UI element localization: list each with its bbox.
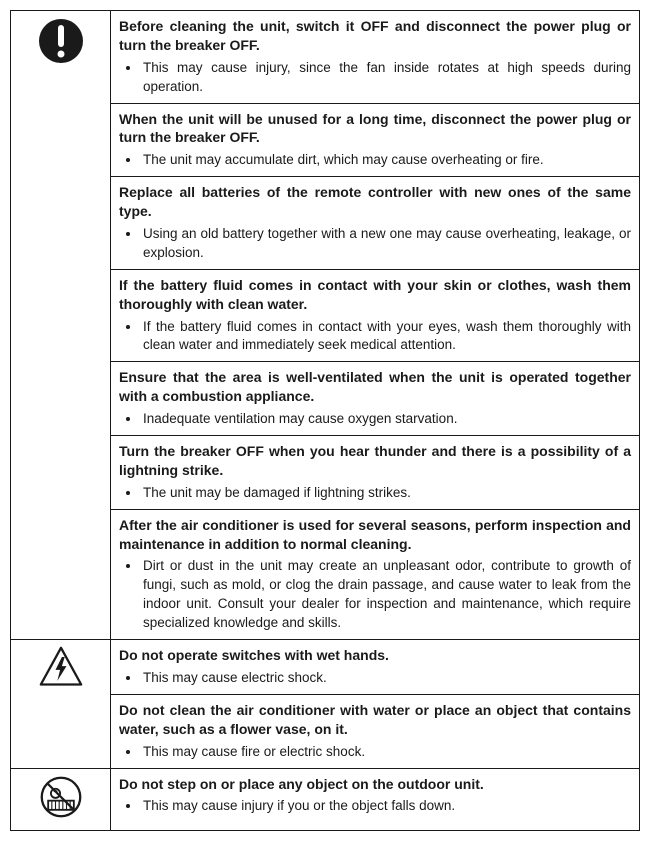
table-row: Before cleaning the unit, switch it OFF … [11,11,640,104]
warning-notes: Inadequate ventilation may cause oxygen … [119,410,631,429]
warning-note: The unit may be damaged if lightning str… [141,484,631,503]
warning-notes: If the battery fluid comes in contact wi… [119,318,631,356]
warning-heading: Before cleaning the unit, switch it OFF … [119,17,631,55]
warning-notes: Dirt or dust in the unit may create an u… [119,557,631,633]
electric-shock-icon [39,646,83,690]
warning-heading: Ensure that the area is well-ventilated … [119,368,631,406]
warning-note: This may cause injury, since the fan ins… [141,59,631,97]
warning-notes: Using an old battery together with a new… [119,225,631,263]
warning-cell: After the air conditioner is used for se… [111,509,640,639]
warning-notes: This may cause injury if you or the obje… [119,797,631,816]
warning-note: Inadequate ventilation may cause oxygen … [141,410,631,429]
exclamation-icon [37,17,85,65]
warning-notes: This may cause injury, since the fan ins… [119,59,631,97]
warning-heading: If the battery fluid comes in contact wi… [119,276,631,314]
table-row: Do not operate switches with wet hands. … [11,640,640,695]
no-step-icon [39,775,83,819]
warning-cell: If the battery fluid comes in contact wi… [111,269,640,362]
warning-heading: When the unit will be unused for a long … [119,110,631,148]
warning-cell: Do not step on or place any object on th… [111,768,640,830]
warning-heading: Do not operate switches with wet hands. [119,646,631,665]
warning-cell: Ensure that the area is well-ventilated … [111,362,640,436]
warning-heading: After the air conditioner is used for se… [119,516,631,554]
warning-note: The unit may accumulate dirt, which may … [141,151,631,170]
icon-cell-caution [11,11,111,640]
icon-cell-electric [11,640,111,768]
warning-cell: Do not operate switches with wet hands. … [111,640,640,695]
warning-notes: The unit may be damaged if lightning str… [119,484,631,503]
warning-note: Dirt or dust in the unit may create an u… [141,557,631,633]
warning-cell: Do not clean the air conditioner with wa… [111,694,640,768]
warning-heading: Replace all batteries of the remote cont… [119,183,631,221]
icon-cell-no-step [11,768,111,830]
safety-warnings-table: Before cleaning the unit, switch it OFF … [10,10,640,831]
warning-note: Using an old battery together with a new… [141,225,631,263]
warning-heading: Do not step on or place any object on th… [119,775,631,794]
warning-cell: Turn the breaker OFF when you hear thund… [111,436,640,510]
warning-notes: This may cause fire or electric shock. [119,743,631,762]
warning-cell: Replace all batteries of the remote cont… [111,177,640,270]
warning-notes: This may cause electric shock. [119,669,631,688]
warning-note: This may cause injury if you or the obje… [141,797,631,816]
warning-heading: Turn the breaker OFF when you hear thund… [119,442,631,480]
warning-note: This may cause fire or electric shock. [141,743,631,762]
table-row: Do not step on or place any object on th… [11,768,640,830]
warning-notes: The unit may accumulate dirt, which may … [119,151,631,170]
warning-heading: Do not clean the air conditioner with wa… [119,701,631,739]
warning-note: If the battery fluid comes in contact wi… [141,318,631,356]
warning-cell: When the unit will be unused for a long … [111,103,640,177]
warning-note: This may cause electric shock. [141,669,631,688]
warning-cell: Before cleaning the unit, switch it OFF … [111,11,640,104]
